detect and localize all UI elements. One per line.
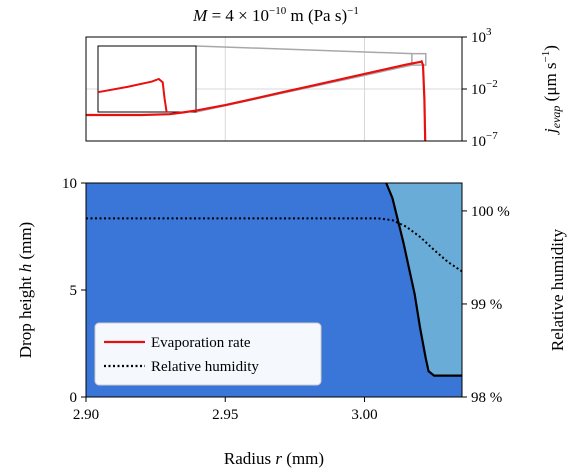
y-label-unit-exponent: −1	[540, 51, 552, 63]
zoom-box	[411, 52, 427, 66]
left-y-axis-label: Drop height h (mm)	[16, 222, 35, 358]
top-y-tick-label-1: 10−2	[471, 78, 498, 98]
x-tick-label-2: 3.00	[351, 407, 377, 423]
top-y-tick-label-0: 103	[471, 26, 492, 46]
top-y-axis-label: jevap (μm s−1)	[540, 45, 563, 135]
inset-evaporation-line	[97, 77, 168, 113]
relative-humidity-line	[86, 217, 463, 273]
x-ticks: 2.90 2.95 3.00	[73, 397, 378, 423]
zoom-connector-top	[195, 45, 412, 55]
y-label-close: )	[541, 45, 560, 51]
inset-frame	[97, 45, 197, 113]
drop-profile-line	[385, 182, 462, 377]
left-y-tick-label-2: 10	[62, 176, 77, 192]
drop-region-fill	[386, 183, 462, 376]
chart-title: M = 4 × 10−10 m (Pa s)−1	[192, 5, 359, 25]
top-y-tick-label-2: 10−7	[471, 130, 498, 150]
title-equals: = 4 × 10	[207, 6, 269, 25]
left-y-tick-label-1: 5	[70, 283, 78, 299]
left-y-label-symbol: h	[16, 264, 35, 273]
x-axis-label: Radius r (mm)	[224, 449, 324, 468]
x-tick-label-1: 2.95	[212, 407, 238, 423]
top-series	[86, 59, 427, 142]
right-y-ticks: 98 % 99 % 100 %	[462, 204, 510, 406]
legend-label-0: Evaporation rate	[151, 335, 251, 351]
evaporation-rate-line	[86, 59, 427, 142]
right-y-tick-label-0: 98 %	[471, 390, 502, 406]
x-label-text: Radius	[224, 449, 275, 468]
right-y-axis-label: Relative humidity	[548, 228, 567, 351]
x-label-unit: (mm)	[282, 449, 324, 468]
legend: Evaporation rate Relative humidity	[94, 322, 322, 386]
legend-box	[94, 322, 322, 386]
top-y-ticks: 103 10−2 10−7	[462, 26, 498, 150]
drop-panel: 2.90 2.95 3.00 0 5 10 98 % 99 % 100 % Radius r…	[16, 176, 567, 468]
legend-label-1: Relative humidity	[151, 359, 259, 375]
inset-connector	[195, 45, 427, 113]
x-label-symbol: r	[275, 449, 282, 468]
y-label-subscript: evap	[549, 106, 563, 129]
left-y-label-text: Drop height	[16, 272, 35, 358]
title-unit-exponent: −1	[347, 5, 359, 17]
title-unit: m (Pa s)	[286, 6, 347, 25]
bottom-series	[86, 182, 463, 377]
right-y-tick-label-1: 99 %	[471, 297, 502, 313]
title-symbol: M	[192, 6, 208, 25]
y-label-symbol: j	[541, 128, 560, 135]
left-y-label-unit: (mm)	[16, 222, 35, 264]
title-exponent: −10	[269, 5, 287, 17]
inset-plot	[97, 45, 197, 113]
y-label-unit: (μm s	[541, 62, 560, 105]
left-y-ticks: 0 5 10	[62, 176, 86, 406]
right-y-tick-label-2: 100 %	[471, 204, 510, 220]
x-tick-label-0: 2.90	[73, 407, 99, 423]
left-y-tick-label-0: 0	[70, 390, 78, 406]
